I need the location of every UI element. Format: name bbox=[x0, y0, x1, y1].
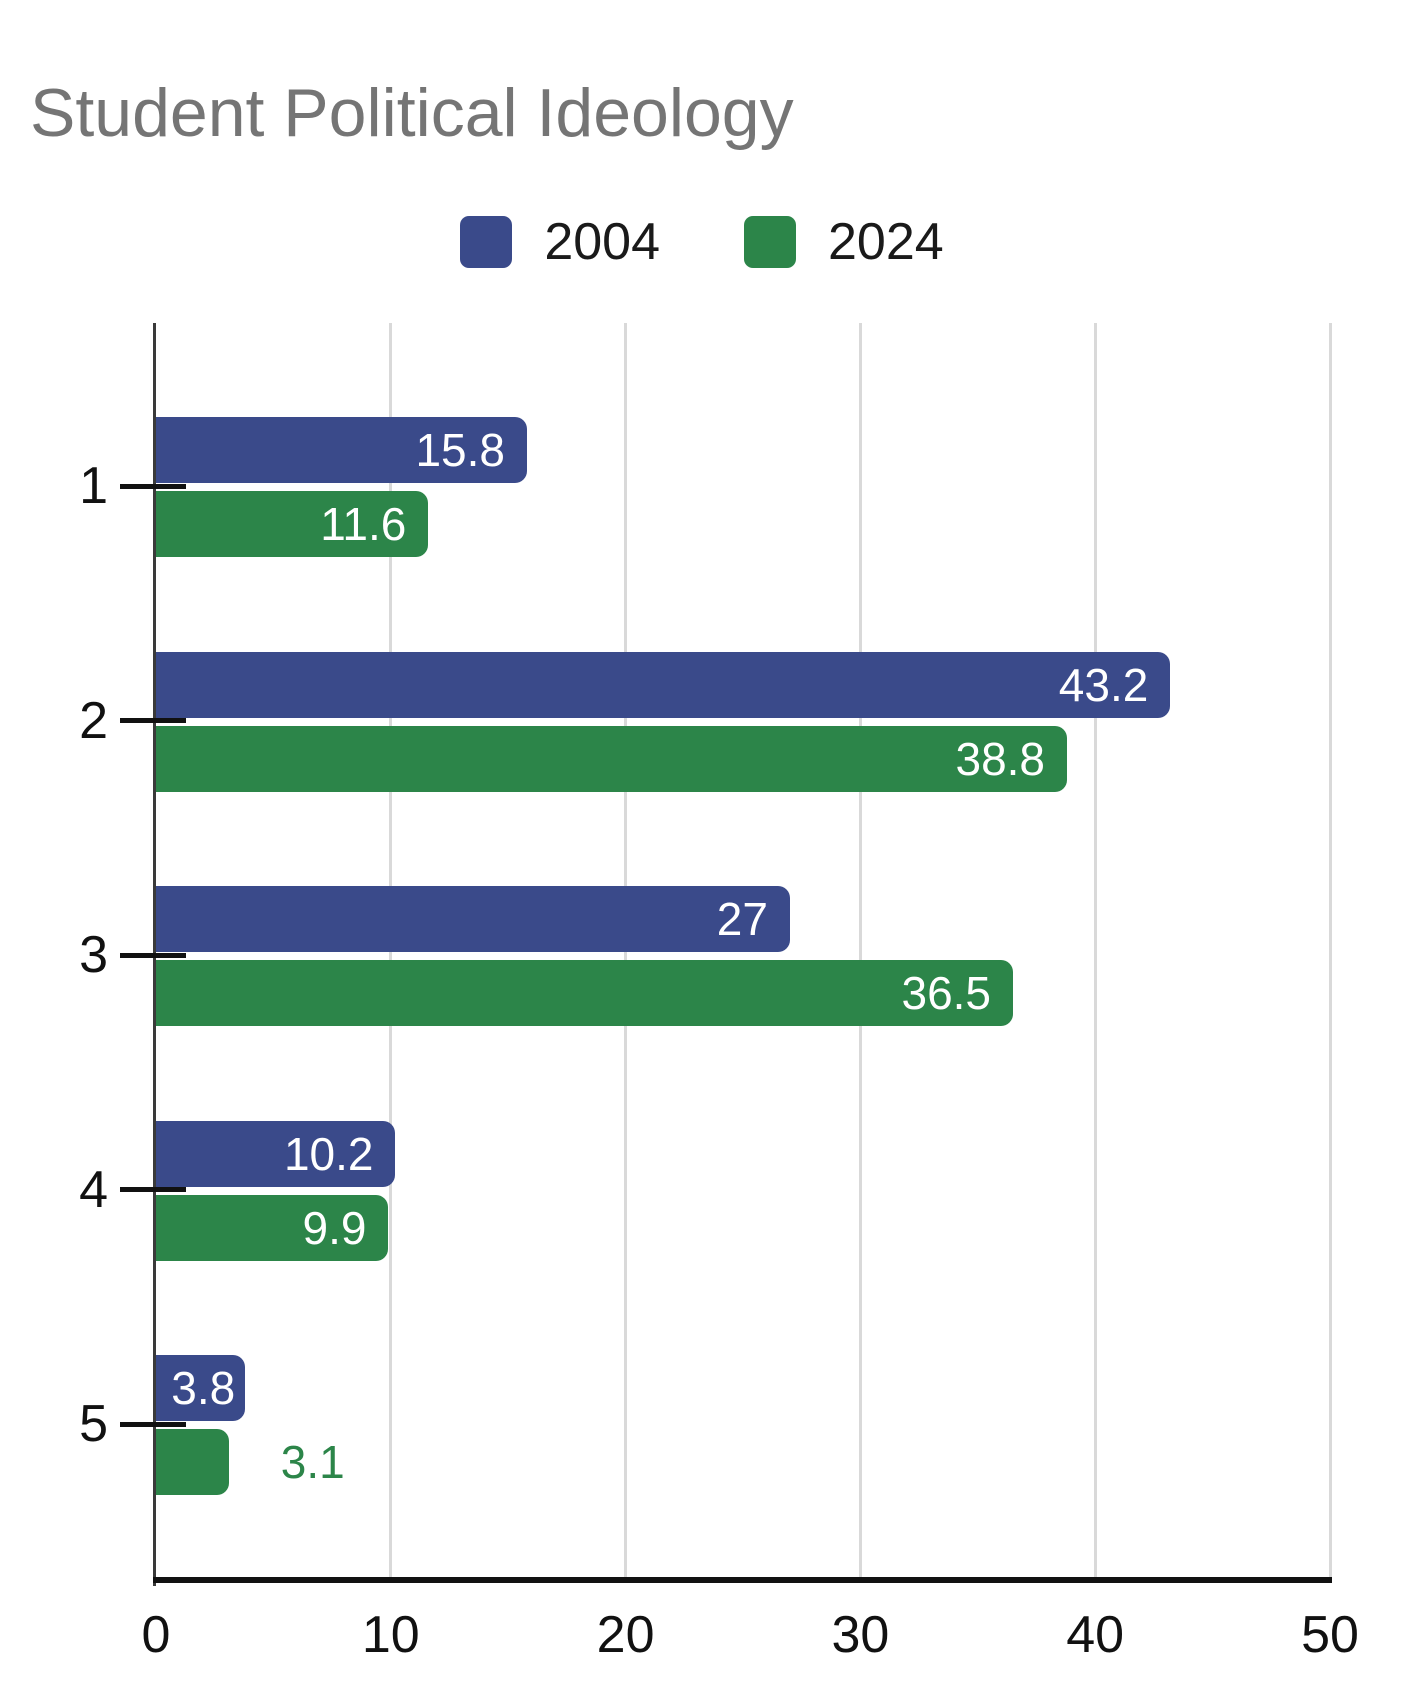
x-tick-label-20: 20 bbox=[596, 1606, 655, 1664]
x-tick-label-30: 30 bbox=[831, 1606, 890, 1664]
bar-2004-cat3 bbox=[156, 886, 790, 952]
category-label-1: 1 bbox=[79, 457, 108, 515]
bar-value-label-2024-cat4: 9.9 bbox=[302, 1201, 367, 1254]
category-label-2: 2 bbox=[79, 691, 108, 750]
bar-value-label-2004-cat5: 3.8 bbox=[171, 1362, 236, 1414]
gridline-x-30 bbox=[858, 323, 862, 1577]
legend: 2004 2024 bbox=[0, 212, 1404, 272]
bar-value-label-2024-cat3: 36.5 bbox=[901, 967, 992, 1019]
x-tick-label-40: 40 bbox=[1066, 1606, 1125, 1664]
legend-label-2004: 2004 bbox=[544, 213, 660, 271]
legend-item-2024: 2024 bbox=[744, 212, 944, 272]
bar-2004-cat4 bbox=[156, 1120, 396, 1187]
bar-2004-cat2 bbox=[156, 651, 1171, 718]
y-tick-3 bbox=[120, 952, 186, 958]
bar-2024-cat3 bbox=[156, 960, 1014, 1026]
category-label-5: 5 bbox=[79, 1395, 108, 1453]
legend-swatch-2004-icon bbox=[460, 216, 513, 268]
category-label-4: 4 bbox=[79, 1160, 108, 1219]
bar-2024-cat5 bbox=[156, 1429, 229, 1495]
bar-value-label-2004-cat1: 15.8 bbox=[415, 424, 505, 476]
bar-value-label-2004-cat3: 27 bbox=[716, 893, 768, 945]
gridline-x-40 bbox=[1093, 323, 1097, 1577]
y-tick-2 bbox=[120, 718, 186, 723]
bar-2024-cat4 bbox=[156, 1194, 389, 1261]
x-tick-label-10: 10 bbox=[361, 1606, 420, 1664]
bar-value-label-2004-cat2: 43.2 bbox=[1058, 658, 1149, 711]
bar-2024-cat2 bbox=[156, 725, 1068, 792]
x-tick-label-0: 0 bbox=[141, 1606, 171, 1664]
bar-value-label-2024-cat2: 38.8 bbox=[955, 732, 1046, 785]
y-tick-4 bbox=[120, 1187, 186, 1192]
bar-2004-cat5 bbox=[156, 1355, 246, 1421]
legend-swatch-2024-icon bbox=[744, 216, 796, 268]
bar-value-label-2024-cat5: 3.1 bbox=[280, 1436, 345, 1488]
gridline-x-50 bbox=[1328, 323, 1332, 1577]
legend-label-2024: 2024 bbox=[828, 213, 944, 271]
y-tick-5 bbox=[120, 1421, 186, 1427]
x-tick-label-50: 50 bbox=[1301, 1606, 1359, 1664]
bar-value-label-2024-cat1: 11.6 bbox=[320, 498, 407, 550]
y-tick-1 bbox=[120, 483, 186, 489]
x-axis-line bbox=[153, 1577, 1332, 1583]
bar-2004-cat1 bbox=[156, 417, 527, 483]
bar-2024-cat1 bbox=[156, 491, 429, 557]
chart-title: Student Political Ideology bbox=[30, 75, 794, 151]
bar-value-label-2004-cat4: 10.2 bbox=[283, 1127, 374, 1180]
category-label-3: 3 bbox=[79, 926, 108, 984]
legend-item-2004: 2004 bbox=[460, 212, 660, 272]
